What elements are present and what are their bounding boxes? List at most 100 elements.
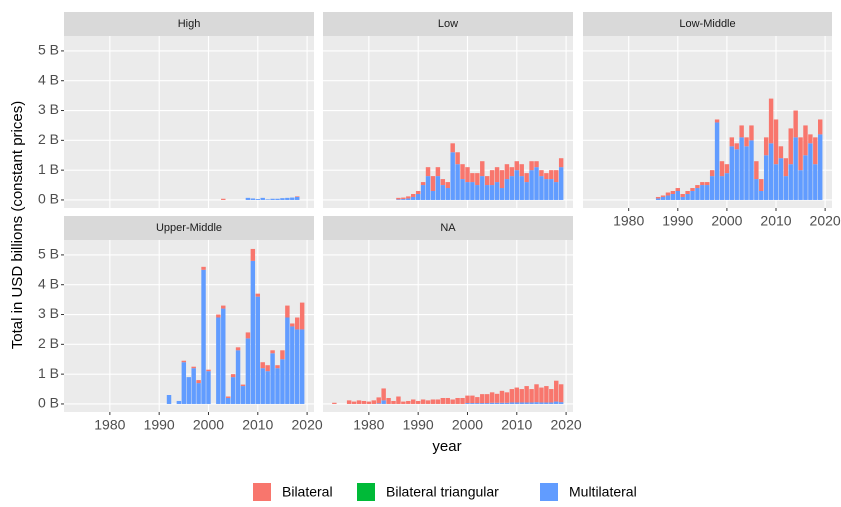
bar-segment xyxy=(480,394,485,404)
bar-segment xyxy=(509,402,515,404)
bar-segment xyxy=(700,182,705,186)
y-tick-label: 2 B xyxy=(38,335,59,351)
bar-segment xyxy=(465,403,470,404)
x-tick-label: 1990 xyxy=(403,417,434,433)
bar-segment xyxy=(420,399,426,404)
legend-key xyxy=(540,483,558,501)
bar-segment xyxy=(539,170,544,177)
bar-segment xyxy=(734,143,739,150)
bar-segment xyxy=(285,197,290,200)
bar-segment xyxy=(665,192,671,196)
y-tick-label: 0 B xyxy=(38,395,59,411)
bar-segment xyxy=(783,158,789,177)
bar-segment xyxy=(216,314,221,318)
bar-segment xyxy=(695,188,700,200)
bar-segment xyxy=(768,98,774,144)
bar-segment xyxy=(406,400,411,404)
bar-segment xyxy=(544,386,549,403)
legend-key xyxy=(357,483,375,501)
bar-segment xyxy=(206,371,211,404)
bar-segment xyxy=(186,377,191,404)
bar-segment xyxy=(445,188,450,200)
bar-segment xyxy=(705,185,710,200)
bar-segment xyxy=(230,374,236,378)
bar-segment xyxy=(675,188,680,192)
bar-segment xyxy=(749,140,754,200)
bar-segment xyxy=(245,332,251,339)
bar-segment xyxy=(818,119,823,135)
bar-segment xyxy=(729,146,735,200)
bar-segment xyxy=(744,146,749,200)
x-tick-label: 2000 xyxy=(711,213,742,229)
bar-segment xyxy=(425,176,431,200)
bar-segment xyxy=(549,179,554,200)
bar-segment xyxy=(425,167,431,177)
bar-segment xyxy=(411,193,416,197)
bar-segment xyxy=(499,390,505,403)
bar-segment xyxy=(489,402,495,404)
bar-segment xyxy=(290,197,295,200)
bar-segment xyxy=(759,191,764,200)
bar-segment xyxy=(494,393,500,403)
bar-segment xyxy=(504,164,510,180)
bar-segment xyxy=(529,389,534,403)
x-tick-label: 1990 xyxy=(144,417,175,433)
facet-title: Low-Middle xyxy=(679,18,735,30)
bar-segment xyxy=(773,164,779,200)
bar-segment xyxy=(670,191,676,194)
bar-segment xyxy=(798,170,803,200)
bar-segment xyxy=(245,338,251,404)
bar-segment xyxy=(285,317,290,404)
bar-segment xyxy=(415,191,421,194)
bar-segment xyxy=(709,170,715,177)
y-tick-label: 0 B xyxy=(38,191,59,207)
bar-segment xyxy=(549,402,554,404)
bar-segment xyxy=(280,198,285,200)
bar-segment xyxy=(260,368,265,404)
bar-segment xyxy=(470,395,475,404)
bar-segment xyxy=(529,161,534,171)
bar-segment xyxy=(655,198,661,200)
bar-segment xyxy=(470,403,475,404)
x-tick-label: 2010 xyxy=(242,417,273,433)
bar-segment xyxy=(529,170,534,200)
bar-segment xyxy=(680,193,685,197)
x-tick-label: 2000 xyxy=(452,417,483,433)
bar-segment xyxy=(270,198,275,200)
bar-segment xyxy=(391,400,396,404)
bar-segment xyxy=(420,182,426,186)
strip xyxy=(323,216,573,240)
bar-segment xyxy=(754,179,759,200)
x-axis-title: year xyxy=(432,438,461,455)
strip xyxy=(64,12,314,36)
bar-segment xyxy=(700,185,705,200)
bar-segment xyxy=(539,402,544,404)
bar-segment xyxy=(396,199,401,200)
bar-segment xyxy=(808,134,813,144)
bar-segment xyxy=(660,195,666,197)
y-axis-title: Total in USD billions (constant prices) xyxy=(9,101,26,349)
bar-segment xyxy=(401,199,406,200)
x-tick-label: 2020 xyxy=(810,213,841,229)
y-tick-label: 2 B xyxy=(38,131,59,147)
bar-segment xyxy=(763,155,769,200)
bar-segment xyxy=(455,397,460,404)
bar-segment xyxy=(250,260,256,404)
bar-segment xyxy=(484,176,490,186)
bar-segment xyxy=(558,402,564,404)
bar-segment xyxy=(275,365,280,369)
bar-segment xyxy=(475,403,480,404)
bar-segment xyxy=(371,400,377,404)
bar-segment xyxy=(435,167,441,177)
bar-segment xyxy=(509,167,515,177)
bar-segment xyxy=(544,179,549,200)
bar-segment xyxy=(265,371,270,404)
bar-segment xyxy=(176,400,182,404)
bar-segment xyxy=(554,380,559,402)
bar-segment xyxy=(250,248,256,261)
bar-segment xyxy=(465,167,470,183)
bar-segment xyxy=(670,193,676,200)
bar-segment xyxy=(484,185,490,200)
bar-segment xyxy=(744,137,749,147)
